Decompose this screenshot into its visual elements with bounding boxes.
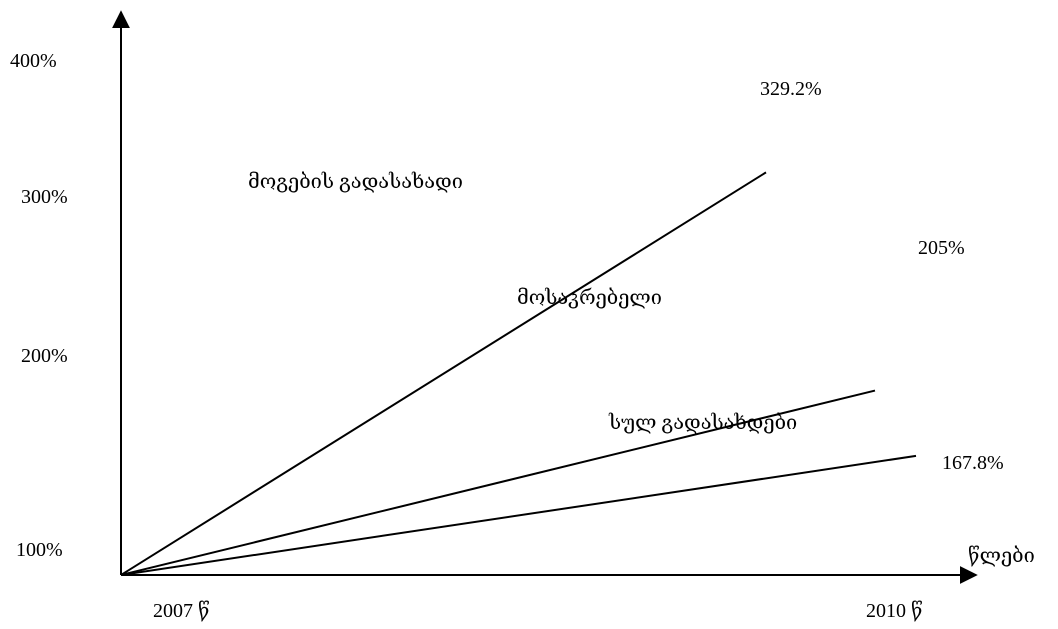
x-axis-label: წლები xyxy=(968,545,1035,567)
x-tick-label-2010: 2010 წ xyxy=(866,600,923,622)
series-label-fee: მოსაკრებელი xyxy=(517,287,662,309)
y-tick-label-100: 100% xyxy=(16,539,63,561)
x-tick-label-2007: 2007 წ xyxy=(153,600,210,622)
end-label-fee: 205% xyxy=(918,237,965,259)
end-label-total-taxes: 167.8% xyxy=(942,452,1004,474)
series-line-profit-tax xyxy=(120,171,767,576)
y-tick-label-300: 300% xyxy=(21,186,68,208)
series-line-fee xyxy=(120,389,876,576)
y-tick-label-200: 200% xyxy=(21,345,68,367)
series-label-profit-tax: მოგების გადასახადი xyxy=(248,171,463,193)
end-label-profit-tax: 329.2% xyxy=(760,78,822,100)
y-tick-label-400: 400% xyxy=(10,50,57,72)
series-label-total-taxes: სულ გადასახდები xyxy=(608,412,797,434)
series-line-total-taxes xyxy=(120,454,917,576)
